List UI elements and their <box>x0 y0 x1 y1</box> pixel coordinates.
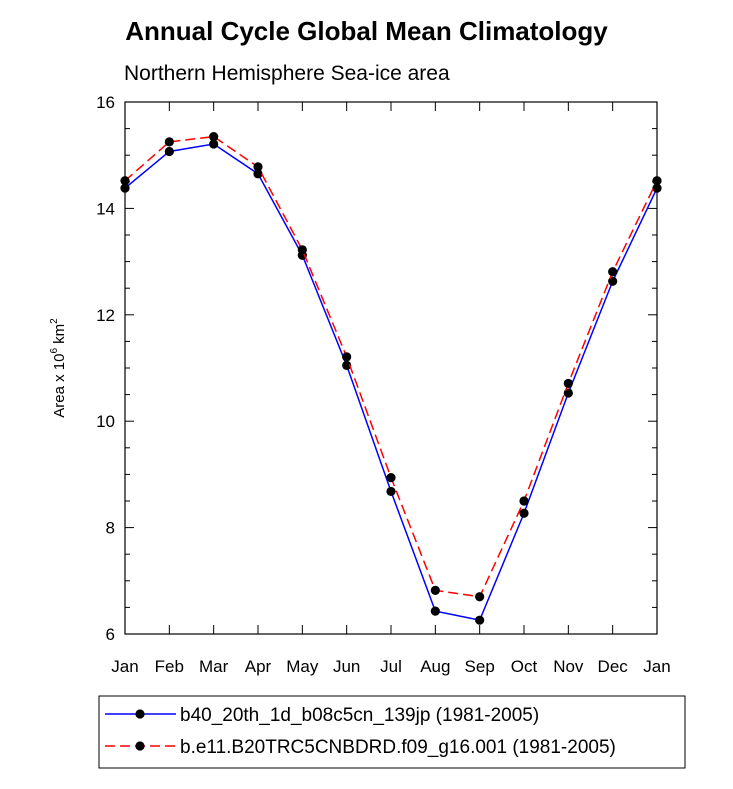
series-1-point <box>563 388 573 398</box>
legend-label-1: b40_20th_1d_b08c5cn_139jp (1981-2005) <box>180 705 539 726</box>
x-tick-label: May <box>286 657 319 676</box>
series-1-point <box>342 360 352 370</box>
x-tick-label: Jan <box>643 657 670 676</box>
y-axis-label-unit-exp: 2 <box>49 318 60 324</box>
series-layer <box>120 131 662 625</box>
x-tick-label: Dec <box>598 657 629 676</box>
y-axis-label-unit: km <box>51 324 68 348</box>
y-tick-label: 14 <box>96 199 115 218</box>
legend-items: b40_20th_1d_b08c5cn_139jp (1981-2005) b.e… <box>105 705 616 758</box>
y-tick-label: 10 <box>96 412 115 431</box>
y-tick-label: 16 <box>96 93 115 112</box>
x-tick-label: Nov <box>553 657 584 676</box>
series-line-1 <box>124 143 658 622</box>
series-1-point <box>519 508 529 518</box>
legend: b40_20th_1d_b08c5cn_139jp (1981-2005) b.e… <box>98 695 686 769</box>
series-2-point <box>608 267 618 277</box>
x-tick-label: Oct <box>511 657 538 676</box>
x-tick-label: Apr <box>245 657 272 676</box>
series-1-point <box>253 169 263 179</box>
y-tick-label: 12 <box>96 306 115 325</box>
y-tick-label: 6 <box>106 625 115 644</box>
series-2-point <box>386 472 396 483</box>
series-1-point <box>430 606 440 616</box>
legend-marker-1 <box>135 709 145 719</box>
series-2-point <box>652 176 662 186</box>
series-2-point <box>120 176 130 186</box>
x-tick-label: Sep <box>465 657 495 676</box>
x-tick-label: Feb <box>155 657 184 676</box>
chart-title: Annual Cycle Global Mean Climatology <box>125 16 608 46</box>
x-tick-label: Jan <box>111 657 138 676</box>
series-2-point <box>430 585 440 595</box>
x-tick-label: Jul <box>380 657 402 676</box>
series-1-point <box>652 183 662 193</box>
x-tick-label: Aug <box>420 657 450 676</box>
series-1-point <box>475 615 485 625</box>
series-1-point <box>209 139 219 149</box>
y-axis-label-exp: 6 <box>49 348 60 354</box>
series-2-point <box>475 592 485 602</box>
series-2-point <box>342 352 352 362</box>
legend-box <box>98 695 686 769</box>
series-2-point <box>253 162 263 172</box>
y-axis-label: Area x 106 km2 <box>49 318 68 418</box>
plot-frame <box>124 101 658 635</box>
series-2-point <box>297 245 307 255</box>
series-2-point <box>209 131 219 142</box>
series-2-point <box>164 137 174 147</box>
y-axis-label-main: Area x 10 <box>51 354 68 418</box>
series-2-point <box>519 496 529 506</box>
series-1-point <box>386 486 396 497</box>
plot-axes: 6 8 10 12 14 16 Jan Feb Mar Apr May Jun Jul Aug Sep Oct… <box>96 93 671 676</box>
legend-label-2: b.e11.B20TRC5CNBDRD.f09_g16.001 (1981-20… <box>180 737 616 758</box>
legend-marker-2 <box>135 741 145 751</box>
chart-subtitle: Northern Hemisphere Sea-ice area <box>124 62 450 85</box>
series-1-point <box>120 183 130 193</box>
series-2-point <box>563 378 573 389</box>
y-tick-label: 8 <box>106 519 115 538</box>
x-tick-label: Jun <box>333 657 360 676</box>
x-tick-label: Mar <box>199 657 229 676</box>
series-line-2 <box>124 135 658 598</box>
series-1-point <box>164 146 174 157</box>
